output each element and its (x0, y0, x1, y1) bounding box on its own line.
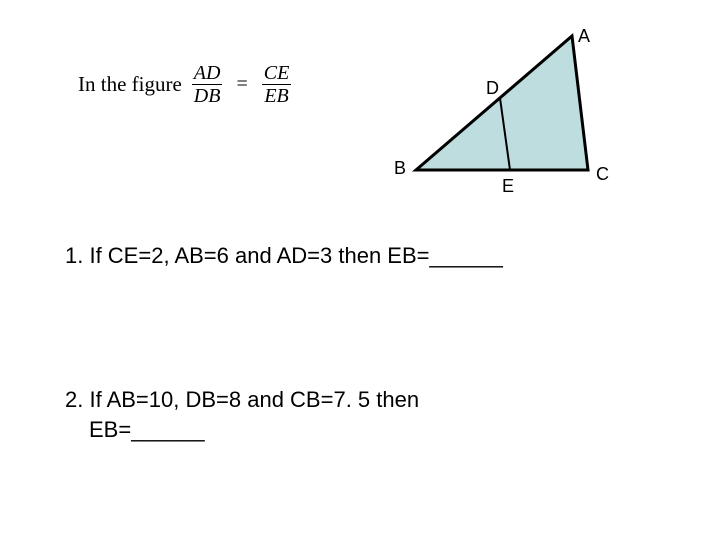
question-2: 2. If AB=10, DB=8 and CB=7. 5 then EB=__… (65, 385, 419, 444)
equals-sign: = (232, 73, 251, 96)
label-b: B (394, 158, 406, 179)
question-1-text: 1. If CE=2, AB=6 and AD=3 then EB=______ (65, 243, 503, 268)
frac2-num: CE (262, 62, 292, 84)
fraction-ad-db: AD DB (192, 62, 223, 107)
intro-row: In the figure AD DB = CE EB (78, 62, 291, 107)
frac1-num: AD (192, 62, 223, 84)
label-a: A (578, 26, 590, 47)
label-c: C (596, 164, 609, 185)
frac2-den: EB (262, 84, 290, 107)
label-d: D (486, 78, 499, 99)
question-2-line2: EB=______ (65, 415, 419, 445)
question-2-line1: 2. If AB=10, DB=8 and CB=7. 5 then (65, 385, 419, 415)
intro-prefix: In the figure (78, 72, 182, 97)
question-1: 1. If CE=2, AB=6 and AD=3 then EB=______ (65, 243, 503, 269)
frac1-den: DB (192, 84, 223, 107)
triangle-figure: A B C D E (398, 30, 608, 200)
label-e: E (502, 176, 514, 197)
fraction-ce-eb: CE EB (262, 62, 292, 107)
triangle-svg (398, 30, 608, 200)
